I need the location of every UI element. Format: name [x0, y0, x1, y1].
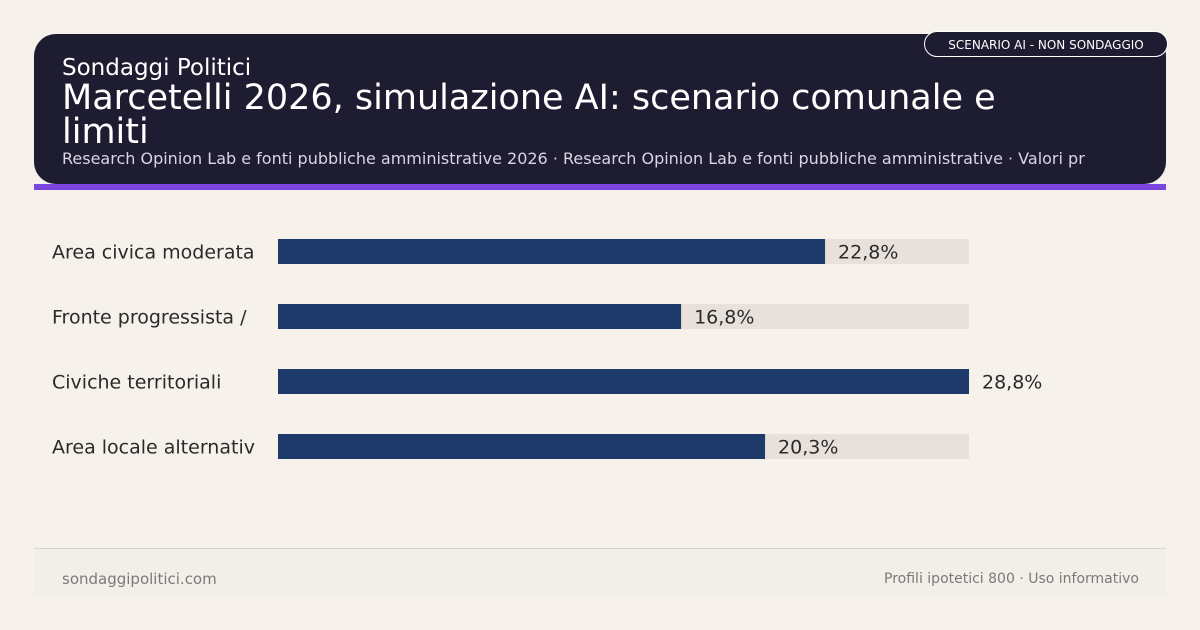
bar: [278, 239, 826, 264]
site-label: Sondaggi Politici: [62, 55, 252, 81]
category-label: Civiche territoriali: [52, 372, 221, 394]
bar: [278, 369, 969, 394]
category-label: Area civica moderata: [52, 242, 255, 264]
bar: [278, 434, 766, 459]
value-label: 20,3%: [778, 437, 838, 459]
chart-title: Marcetelli 2026, simulazione AI: scenari…: [62, 78, 996, 152]
scenario-badge: SCENARIO AI - NON SONDAGGIO: [924, 31, 1168, 57]
chart-subtitle: Research Opinion Lab e fonti pubbliche a…: [62, 149, 1085, 168]
footer-site-link[interactable]: sondaggipolitici.com: [62, 570, 217, 588]
value-label: 28,8%: [982, 372, 1042, 394]
value-label: 16,8%: [694, 307, 754, 329]
footer-note: Profili ipotetici 800 · Uso informativo: [884, 571, 1139, 587]
category-label: Area locale alternativ: [52, 437, 255, 459]
header-banner: Sondaggi Politici Marcetelli 2026, simul…: [34, 34, 1166, 184]
bar: [278, 304, 682, 329]
value-label: 22,8%: [838, 242, 898, 264]
category-label: Fronte progressista /: [52, 307, 247, 329]
footer: sondaggipolitici.com Profili ipotetici 8…: [34, 548, 1166, 597]
accent-bar: [34, 184, 1166, 190]
